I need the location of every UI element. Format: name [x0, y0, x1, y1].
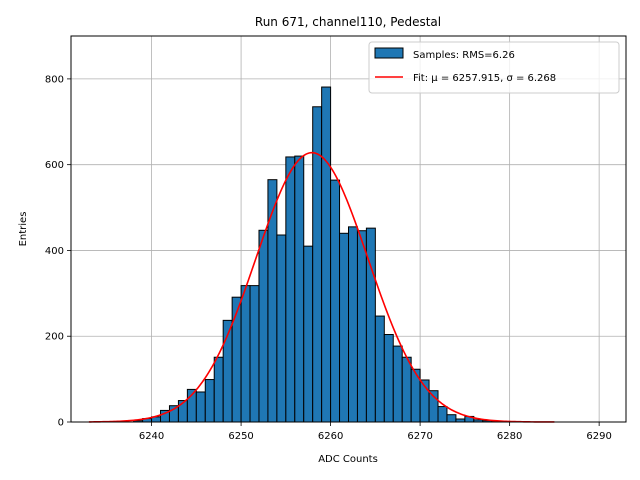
y-tick-label: 600 — [45, 160, 64, 171]
histogram-bar — [276, 234, 287, 423]
histogram-bar — [258, 229, 269, 423]
y-axis-label: Entries — [18, 212, 29, 247]
histogram-bar — [231, 296, 242, 423]
x-axis-ticks: 6240 6250 6260 6270 6280 6290 — [139, 422, 612, 442]
histogram-bar — [348, 226, 358, 423]
x-tick-label: 6270 — [407, 431, 432, 442]
legend-label-samples: Samples: RMS=6.26 — [413, 50, 515, 61]
histogram-bar — [195, 391, 206, 423]
y-axis-ticks: 0 200 400 600 800 — [45, 74, 71, 429]
histogram-bar — [249, 285, 260, 423]
x-tick-label: 6280 — [497, 431, 522, 442]
histogram-bar — [267, 179, 278, 423]
histogram-bar — [303, 245, 314, 423]
x-tick-label: 6240 — [139, 431, 164, 442]
x-tick-label: 6250 — [228, 431, 253, 442]
legend-box — [368, 41, 620, 94]
legend-label-fit: Fit: μ = 6257.915, σ = 6.268 — [413, 73, 556, 84]
y-tick-label: 0 — [58, 418, 64, 429]
legend-swatch-samples — [374, 47, 404, 59]
histogram-bar — [330, 179, 341, 423]
histogram-bar — [392, 345, 403, 423]
chart-title: Run 671, channel110, Pedestal — [255, 15, 441, 29]
y-tick-label: 800 — [45, 74, 64, 85]
y-tick-label: 200 — [45, 332, 64, 343]
histogram-bar — [339, 232, 350, 423]
histogram-bar — [321, 86, 332, 423]
histogram-bar — [437, 406, 448, 423]
histogram-bar — [285, 156, 296, 423]
y-tick-label: 400 — [45, 246, 64, 257]
histogram-bar — [240, 285, 251, 423]
fit-curve — [88, 151, 555, 423]
histogram-bar — [446, 414, 457, 423]
histogram-bar — [213, 356, 224, 423]
fit-curve-group — [88, 151, 555, 423]
histogram-bar — [383, 334, 394, 423]
histogram-bar — [374, 315, 385, 423]
legend: Samples: RMS=6.26 Fit: μ = 6257.915, σ =… — [368, 41, 620, 94]
histogram-bar — [294, 155, 305, 423]
histogram-bar — [356, 230, 367, 423]
x-tick-label: 6290 — [586, 431, 611, 442]
plot-frame — [70, 35, 627, 423]
histogram-bar — [204, 379, 215, 423]
x-tick-label: 6260 — [318, 431, 343, 442]
histogram-bar — [401, 356, 412, 423]
x-axis-label: ADC Counts — [318, 454, 378, 465]
